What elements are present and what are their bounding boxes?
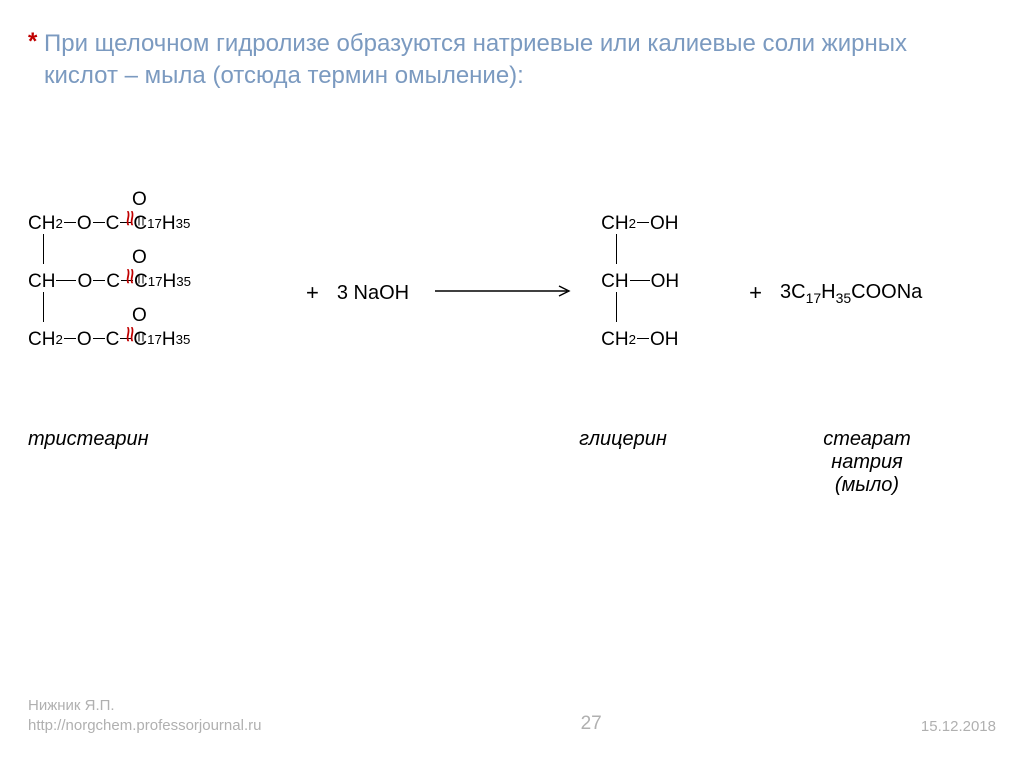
atom-label: H bbox=[163, 272, 177, 291]
atom-label: O bbox=[77, 214, 92, 233]
vertical-bond bbox=[43, 234, 44, 264]
cleavage-mark: ≈ bbox=[121, 326, 138, 341]
atom-label: C bbox=[791, 281, 805, 303]
subscript: 2 bbox=[55, 333, 62, 346]
glycerol-row-1: CH2 OH bbox=[601, 214, 678, 233]
reaction-scheme: CH2OCC17H35 O ≈ CHOCC17H35 O ≈ CH2OCC17H… bbox=[28, 190, 996, 360]
label-line: (мыло) bbox=[835, 474, 899, 496]
glycerol-row-3: CH2 OH bbox=[601, 330, 678, 349]
subscript: 2 bbox=[55, 217, 62, 230]
tristearin-row-1: CH2OCC17H35 bbox=[28, 214, 190, 233]
label-glycerol: глицерин bbox=[508, 428, 738, 497]
subscript: 2 bbox=[629, 217, 636, 230]
author-url: http://norgchem.professorjournal.ru bbox=[28, 717, 261, 734]
label-tristearin: тристеарин bbox=[28, 428, 508, 497]
atom-label: CH bbox=[28, 214, 55, 233]
tristearin-row-3: CH2OCC17H35 bbox=[28, 330, 190, 349]
atom-label: C bbox=[106, 330, 120, 349]
atom-label: CH bbox=[601, 272, 628, 291]
footer-date: 15.12.2018 bbox=[921, 718, 996, 735]
subscript: 35 bbox=[176, 275, 191, 288]
atom-label: H bbox=[162, 214, 176, 233]
subscript: 2 bbox=[629, 333, 636, 346]
reagent-naoh: 3 NaOH bbox=[337, 282, 409, 305]
coefficient: 3 bbox=[337, 282, 348, 304]
product-glycerol: CH2OH CHOH CH2OH bbox=[601, 190, 731, 360]
cleavage-mark: ≈ bbox=[121, 268, 138, 283]
product-stearate: 3C17H35COONa bbox=[780, 281, 922, 306]
slide-title: * При щелочном гидролизе образуются натр… bbox=[28, 28, 984, 93]
glycerol-row-2: CH OH bbox=[601, 272, 679, 291]
subscript: 35 bbox=[176, 333, 191, 346]
atom-label: OH bbox=[650, 214, 679, 233]
atom-label: OH bbox=[651, 272, 680, 291]
atom-label: OH bbox=[650, 330, 679, 349]
atom-label: H bbox=[162, 330, 176, 349]
footer-author: Нижник Я.П. http://norgchem.professorjou… bbox=[28, 696, 261, 735]
subscript: 17 bbox=[148, 275, 163, 288]
title-text: При щелочном гидролизе образуются натрие… bbox=[44, 28, 984, 93]
subscript: 17 bbox=[806, 290, 822, 306]
label-line: стеарат bbox=[823, 428, 911, 450]
title-asterisk: * bbox=[28, 28, 37, 56]
atom-label: H bbox=[821, 281, 835, 303]
cleavage-mark: ≈ bbox=[121, 210, 138, 225]
tristearin-row-2: CHOCC17H35 bbox=[28, 272, 191, 291]
atom-label: O bbox=[77, 272, 92, 291]
plus-sign: + bbox=[749, 280, 762, 306]
label-stearate: стеарат натрия (мыло) bbox=[738, 428, 996, 497]
vertical-bond bbox=[43, 292, 44, 322]
atom-label: CH bbox=[601, 214, 628, 233]
subscript: 35 bbox=[836, 290, 852, 306]
label-line: натрия bbox=[831, 451, 903, 473]
atom-label: C bbox=[106, 213, 120, 234]
slide-footer: Нижник Я.П. http://norgchem.professorjou… bbox=[28, 696, 996, 735]
atom-label: C bbox=[106, 272, 120, 291]
atom-label: CH bbox=[28, 330, 55, 349]
formula: NaOH bbox=[354, 282, 410, 304]
atom-label: CH bbox=[28, 272, 55, 291]
subscript: 35 bbox=[176, 217, 191, 230]
reactant-tristearin: CH2OCC17H35 O ≈ CHOCC17H35 O ≈ CH2OCC17H… bbox=[28, 190, 288, 360]
compound-labels: тристеарин глицерин стеарат натрия (мыло… bbox=[28, 428, 996, 497]
atom-label: O bbox=[77, 330, 92, 349]
formula: COONa bbox=[851, 281, 922, 303]
reaction-arrow bbox=[435, 284, 575, 303]
subscript: 17 bbox=[147, 333, 162, 346]
atom-label: CH bbox=[601, 330, 628, 349]
author-name: Нижник Я.П. bbox=[28, 697, 115, 714]
footer-page-number: 27 bbox=[581, 713, 602, 735]
vertical-bond bbox=[616, 234, 617, 264]
vertical-bond bbox=[616, 292, 617, 322]
subscript: 17 bbox=[147, 217, 162, 230]
plus-sign: + bbox=[306, 280, 319, 306]
coefficient: 3 bbox=[780, 281, 791, 303]
